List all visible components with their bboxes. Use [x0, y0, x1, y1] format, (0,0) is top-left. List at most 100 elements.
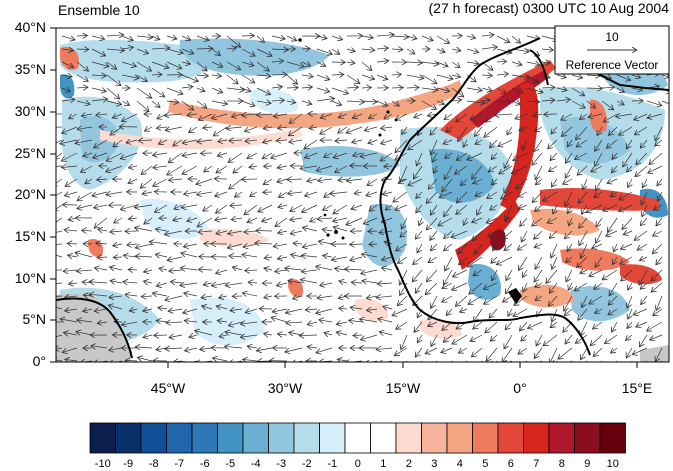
wind-vector — [76, 74, 88, 81]
wind-vector — [644, 360, 648, 362]
wind-vector — [535, 127, 543, 131]
wind-vector — [137, 357, 153, 361]
wind-vector — [338, 114, 348, 118]
wind-vector — [271, 87, 282, 88]
wind-vector — [381, 268, 393, 270]
wind-vector — [369, 114, 378, 119]
wind-vector — [513, 152, 528, 161]
wind-vector — [121, 101, 130, 106]
wind-vector — [62, 126, 78, 133]
wind-vector — [184, 321, 198, 323]
wind-vector — [331, 257, 348, 260]
wind-vector — [612, 256, 617, 265]
wind-vector — [546, 269, 558, 283]
wind-vector — [577, 165, 588, 175]
wind-vector — [402, 126, 408, 135]
wind-vector — [278, 127, 288, 128]
wind-vector — [603, 204, 618, 211]
wind-vector — [62, 347, 78, 352]
wind-vector — [231, 114, 243, 117]
wind-vector — [580, 321, 588, 336]
wind-vector — [241, 36, 254, 37]
wind-vector — [592, 243, 603, 249]
wind-vector — [623, 231, 633, 235]
wind-vector — [595, 309, 603, 313]
wind-vector — [216, 204, 228, 213]
wind-vector — [271, 49, 288, 50]
wind-vector — [255, 243, 273, 244]
wind-vector — [591, 165, 603, 172]
wind-vector — [67, 243, 78, 244]
wind-vector — [532, 152, 543, 165]
wind-vector — [82, 230, 93, 231]
wind-vector — [167, 257, 183, 260]
wind-vector — [81, 165, 93, 172]
wind-vector — [601, 75, 612, 79]
wind-vector — [467, 256, 483, 267]
wind-vector — [401, 217, 408, 229]
wind-vector — [656, 295, 663, 310]
wind-vector — [655, 347, 663, 362]
wind-vector — [481, 100, 490, 101]
wind-vector — [590, 334, 603, 346]
wind-vector — [318, 179, 333, 181]
wind-vector — [97, 179, 108, 180]
wind-vector — [646, 100, 662, 106]
wind-vector — [249, 166, 258, 167]
wind-vector — [549, 282, 558, 293]
wind-vector — [376, 348, 393, 350]
wind-vector — [616, 88, 625, 92]
colorbar-swatch — [548, 422, 575, 454]
wind-vector — [63, 333, 78, 336]
wind-vector — [593, 321, 603, 329]
wind-vector — [91, 75, 106, 76]
wind-vector — [75, 252, 93, 258]
wind-vector — [271, 36, 285, 39]
wind-vector — [91, 346, 108, 348]
colorbar-swatch — [395, 422, 422, 454]
wind-vector — [399, 269, 408, 285]
wind-vector — [550, 347, 558, 362]
wind-vector — [628, 282, 632, 290]
wind-vector — [316, 347, 333, 353]
wind-vector — [564, 308, 573, 316]
wind-vector — [92, 191, 108, 196]
wind-vector — [444, 165, 453, 180]
wind-vector — [368, 231, 378, 232]
wind-vector — [518, 191, 528, 197]
wind-vector — [141, 296, 153, 297]
wind-vector — [316, 266, 333, 271]
wind-vector — [361, 87, 371, 88]
wind-vector — [506, 282, 513, 294]
wind-vector — [553, 204, 557, 214]
wind-vector — [360, 319, 378, 322]
wind-vector — [463, 139, 467, 147]
wind-vector — [136, 36, 153, 38]
wind-vector — [484, 295, 498, 304]
wind-vector — [277, 166, 288, 168]
wind-vector — [121, 35, 133, 41]
wind-vector — [63, 270, 78, 271]
wind-vector — [346, 87, 359, 88]
wind-vector — [272, 309, 288, 312]
wind-vector — [397, 256, 408, 263]
wind-vector — [302, 204, 318, 212]
wind-vector — [165, 231, 183, 235]
wind-vector — [361, 74, 375, 79]
wind-vector — [77, 205, 93, 209]
wind-vector — [488, 165, 498, 172]
wind-vector — [642, 178, 647, 188]
wind-vector — [451, 75, 461, 77]
wind-vector — [361, 101, 377, 102]
wind-vector — [122, 113, 138, 121]
wind-vector — [286, 61, 304, 67]
wind-vector — [301, 62, 311, 66]
wind-vector — [197, 140, 213, 142]
colorbar-label: -7 — [174, 458, 185, 470]
wind-vector — [89, 294, 108, 296]
wind-vector — [144, 217, 153, 224]
wind-vector — [406, 48, 415, 54]
wind-vector — [548, 295, 558, 306]
wind-vector — [381, 257, 393, 260]
wind-vector — [271, 152, 288, 158]
